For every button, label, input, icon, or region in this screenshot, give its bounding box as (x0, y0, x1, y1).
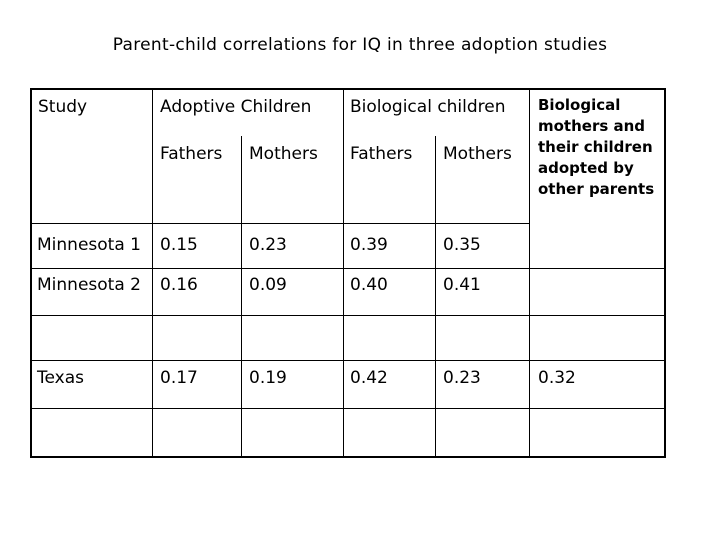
header-study: Study (38, 97, 88, 117)
row-divider (32, 268, 664, 269)
cell-adoptive-mothers: 0.19 (249, 368, 287, 388)
header-biological-children: Biological children (350, 97, 506, 117)
row-study-name: Minnesota 1 (37, 235, 141, 255)
cell-biological-mothers: 0.23 (443, 368, 481, 388)
correlation-table: Study Adoptive Children Biological child… (30, 88, 666, 458)
header-note-line: Biological (538, 96, 621, 114)
cell-biological-fathers: 0.42 (350, 368, 388, 388)
subheader-biological-fathers: Fathers (350, 144, 413, 164)
row-divider (32, 223, 529, 224)
cell-adoptive-fathers: 0.15 (160, 235, 198, 255)
subheader-biological-mothers: Mothers (443, 144, 512, 164)
column-divider (529, 90, 530, 456)
header-note-line: other parents (538, 180, 655, 198)
header-biological-adopted: Biological mothers and their children ad… (538, 95, 654, 200)
row-study-name: Minnesota 2 (37, 275, 141, 295)
cell-biological-fathers: 0.39 (350, 235, 388, 255)
subheader-adoptive-mothers: Mothers (249, 144, 318, 164)
column-divider (241, 136, 242, 456)
page-title: Parent-child correlations for IQ in thre… (112, 35, 608, 55)
header-note-line: adopted by (538, 159, 634, 177)
row-study-name: Texas (37, 368, 84, 388)
row-divider (32, 315, 664, 316)
header-note-line: their children (538, 138, 653, 156)
row-divider (32, 408, 664, 409)
column-divider (152, 90, 153, 456)
column-divider (343, 90, 344, 456)
cell-biological-mothers: 0.41 (443, 275, 481, 295)
column-divider (435, 136, 436, 456)
row-divider (32, 360, 664, 361)
cell-biological-adopted: 0.32 (538, 368, 576, 388)
cell-adoptive-mothers: 0.23 (249, 235, 287, 255)
cell-adoptive-fathers: 0.16 (160, 275, 198, 295)
cell-biological-fathers: 0.40 (350, 275, 388, 295)
cell-adoptive-mothers: 0.09 (249, 275, 287, 295)
subheader-adoptive-fathers: Fathers (160, 144, 223, 164)
cell-biological-mothers: 0.35 (443, 235, 481, 255)
header-note-line: mothers and (538, 117, 646, 135)
cell-adoptive-fathers: 0.17 (160, 368, 198, 388)
header-adoptive-children: Adoptive Children (160, 97, 312, 117)
